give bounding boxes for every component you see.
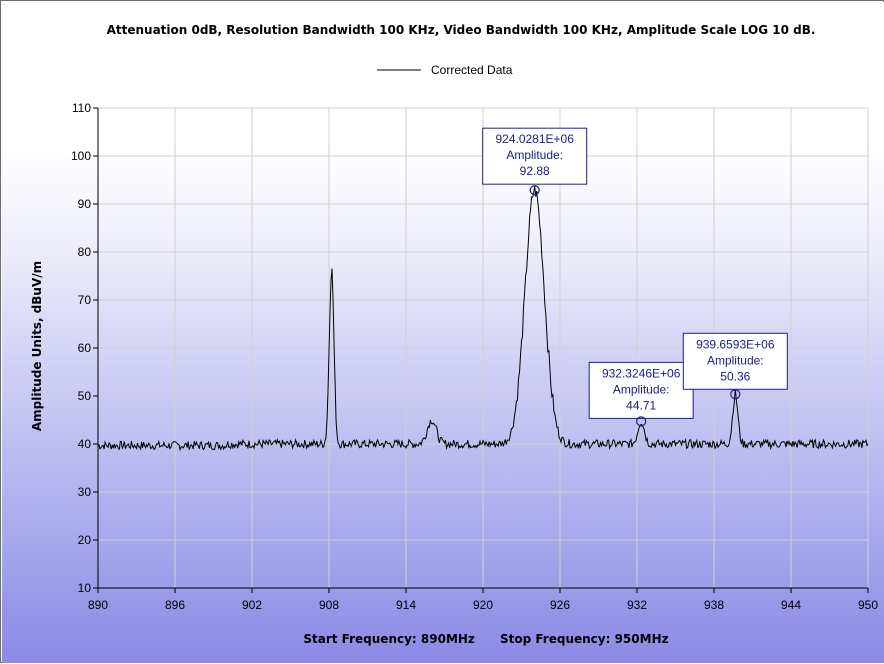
annotation-label: 50.36 [720, 369, 750, 383]
y-axis-ticks: 10 20 30 40 50 60 70 80 90 100 110 [71, 101, 98, 595]
legend: Corrected Data [377, 63, 513, 77]
y-tick-label: 30 [78, 485, 92, 499]
y-tick-label: 110 [72, 101, 91, 115]
x-tick-label: 950 [858, 598, 878, 612]
annotation-box [482, 127, 588, 185]
annotation-callout: 924.0281E+06 Amplitude: 92.88 [482, 127, 588, 196]
x-tick-label: 926 [550, 598, 570, 612]
y-tick-label: 100 [71, 149, 91, 163]
x-tick-label: 896 [165, 598, 185, 612]
x-tick-label: 908 [319, 598, 339, 612]
peak-marker [730, 389, 741, 400]
annotation-label: Amplitude: [613, 382, 670, 396]
annotation-label: Amplitude: [506, 148, 563, 162]
y-tick-label: 60 [78, 341, 92, 355]
x-tick-label: 938 [704, 598, 724, 612]
y-tick-label: 10 [78, 581, 92, 595]
x-axis-title: Start Frequency: 890MHz Stop Frequency: … [303, 632, 668, 646]
y-tick-label: 80 [78, 245, 92, 259]
y-tick-label: 20 [78, 533, 92, 547]
peak-marker [636, 416, 647, 427]
legend-label: Corrected Data [431, 63, 513, 77]
annotation-label: 44.71 [626, 398, 656, 412]
y-tick-label: 40 [78, 437, 92, 451]
y-tick-label: 70 [78, 293, 92, 307]
annotation-callout: 932.3246E+06 Amplitude: 44.71 [588, 361, 694, 427]
x-tick-label: 932 [627, 598, 647, 612]
x-axis-ticks: 890 896 902 908 914 920 926 932 938 944 950 [88, 588, 878, 612]
x-tick-label: 944 [781, 598, 801, 612]
series [97, 185, 869, 452]
annotation-label: 932.3246E+06 [602, 366, 681, 380]
annotation-label: 924.0281E+06 [495, 132, 574, 146]
annotation-label: 939.6593E+06 [696, 337, 775, 351]
annotation-box [588, 361, 694, 419]
y-axis-title: Amplitude Units, dBuV/m [30, 261, 44, 431]
annotation-label: 92.88 [520, 164, 550, 178]
y-tick-label: 90 [78, 197, 92, 211]
series-line [97, 185, 869, 452]
x-tick-label: 902 [242, 598, 262, 612]
annotations: 924.0281E+06 Amplitude: 92.88 932.3246E+06 A… [482, 127, 788, 427]
x-tick-label: 914 [396, 598, 416, 612]
y-tick-label: 50 [78, 389, 92, 403]
annotation-callout: 939.6593E+06 Amplitude: 50.36 [682, 332, 788, 400]
annotation-label: Amplitude: [707, 353, 764, 367]
chart-title: Attenuation 0dB, Resolution Bandwidth 10… [107, 23, 816, 37]
x-tick-label: 890 [88, 598, 108, 612]
peak-marker [529, 185, 540, 196]
x-tick-label: 920 [473, 598, 493, 612]
